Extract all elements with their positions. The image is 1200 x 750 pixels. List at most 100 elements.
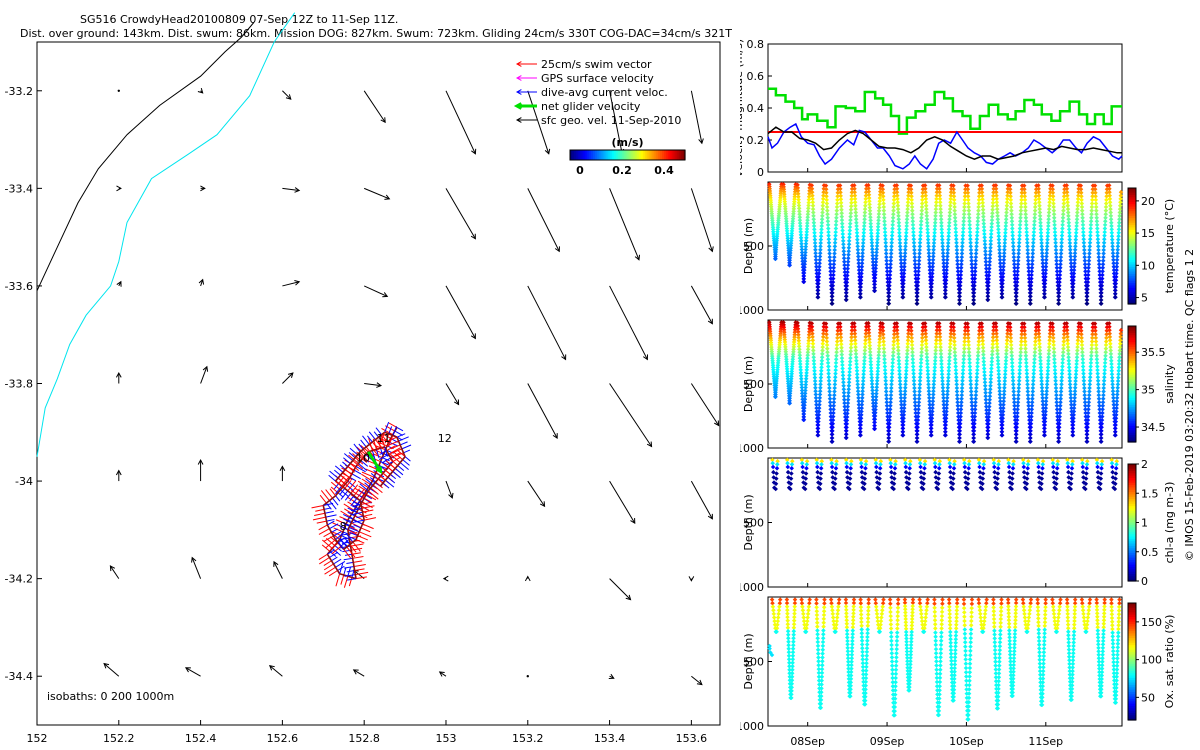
depth-sample-point: [905, 200, 911, 205]
swim-vector: [347, 529, 359, 536]
depth-sample-point: [894, 183, 900, 188]
depth-sample-point: [833, 233, 838, 238]
swim-vector: [362, 523, 374, 530]
depth-sample-point: [799, 241, 804, 246]
colorbar-cell: [648, 150, 652, 160]
swim-vector: [349, 544, 357, 553]
depth-sample-point: [914, 294, 920, 299]
dac-vector: [329, 523, 339, 530]
depth-sample-point: [891, 194, 897, 199]
depth-sample-point: [883, 240, 888, 246]
depth-sample-point: [832, 251, 837, 256]
depth-sample-point: [855, 240, 860, 246]
velocity-series-line: [767, 126, 1122, 161]
dac-vector: [346, 570, 355, 573]
dac-vector: [347, 511, 356, 517]
dac-vector: [394, 468, 404, 476]
swim-vector: [325, 539, 336, 549]
depth-sample-point: [884, 265, 890, 271]
depth-y-tick-label: 1000: [740, 581, 764, 594]
dac-vector: [373, 431, 379, 438]
swim-vector: [359, 492, 367, 501]
dac-vector: [368, 431, 376, 440]
geo-velocity-arrow: [103, 662, 120, 677]
depth-sample-point: [938, 217, 944, 222]
depth-sample-point: [853, 213, 859, 219]
legend-label: sfc geo. vel. 11-Sep-2010: [541, 114, 681, 127]
dac-vector: [349, 447, 358, 456]
depth-sample-point: [929, 281, 934, 286]
depth-sample-point: [872, 275, 878, 281]
dac-vector: [387, 476, 396, 484]
swim-vector: [384, 433, 390, 444]
dac-vector: [343, 453, 354, 461]
swim-vector: [375, 481, 383, 489]
dac-vector: [335, 495, 341, 502]
map-plot: 152 152.2 152.4 152.6 152.8 153 153.2 153.4 153.…: [5, 12, 721, 745]
swim-vector: [343, 503, 355, 511]
legend-label: GPS surface velocity: [541, 72, 654, 85]
legend-label: 25cm/s swim vector: [541, 58, 652, 71]
dac-vector: [327, 549, 335, 555]
depth-sample-point: [817, 254, 823, 259]
swim-vector: [389, 453, 401, 463]
geo-velocity-arrow: [690, 480, 713, 520]
velocity-series-line: [768, 87, 1122, 135]
dac-vector: [350, 507, 362, 512]
colorbar-cell: [570, 150, 573, 160]
dac-vector: [335, 560, 346, 568]
dac-vector: [404, 456, 411, 462]
dac-vector: [343, 522, 350, 527]
swim-vector: [355, 576, 367, 580]
depth-sample-point: [867, 208, 873, 214]
swim-vector: [372, 484, 383, 494]
swim-vector: [351, 552, 361, 555]
depth-sample-point: [789, 231, 795, 236]
swim-vector: [314, 512, 326, 517]
depth-sample-point: [951, 194, 957, 199]
glider-track: [379, 470, 394, 487]
dac-vector: [329, 470, 339, 479]
depth-sample-point: [856, 261, 861, 266]
x-tick-label: 152.4: [185, 732, 217, 745]
depth-sample-point: [849, 197, 854, 202]
depth-sample-point: [932, 223, 938, 229]
dac-vector: [396, 426, 404, 432]
colorbar-cell: [612, 150, 615, 160]
depth-sample-point: [909, 194, 914, 199]
depth-sample-point: [839, 207, 844, 212]
dac-vector: [384, 421, 390, 433]
swim-vector: [386, 440, 399, 447]
dac-vector: [348, 452, 356, 459]
dac-vector: [344, 537, 351, 545]
depth-sample-point: [792, 196, 797, 202]
depth-sample-point: [843, 294, 849, 299]
depth-sample-point: [900, 294, 905, 300]
depth-sample-point: [897, 240, 903, 246]
glider-track: [351, 554, 357, 579]
colorbar-cell: [593, 150, 596, 160]
swim-vector: [311, 504, 324, 509]
day-label: 8: [340, 520, 347, 533]
depth-sample-point: [858, 291, 863, 297]
depth-sample-point: [820, 213, 825, 219]
dac-vector: [324, 510, 334, 514]
depth-sample-point: [913, 265, 918, 271]
swim-vector: [380, 435, 386, 448]
depth-sample-point: [835, 190, 841, 195]
dac-vector: [375, 449, 380, 459]
glider-track: [326, 524, 337, 541]
colorbar-cell: [663, 150, 667, 160]
swim-vector: [390, 452, 401, 459]
dac-vector: [350, 497, 358, 507]
colorbar-cell: [629, 150, 632, 160]
colorbar-cell: [585, 150, 588, 160]
colorbar-cell: [579, 150, 583, 160]
dac-vector: [358, 443, 364, 450]
dac-vector: [356, 515, 364, 519]
swim-vector: [354, 515, 364, 521]
geo-velocity-arrow: [363, 285, 389, 298]
dac-vector: [343, 457, 351, 464]
dac-vector: [402, 459, 410, 466]
dac-vector: [331, 556, 338, 562]
